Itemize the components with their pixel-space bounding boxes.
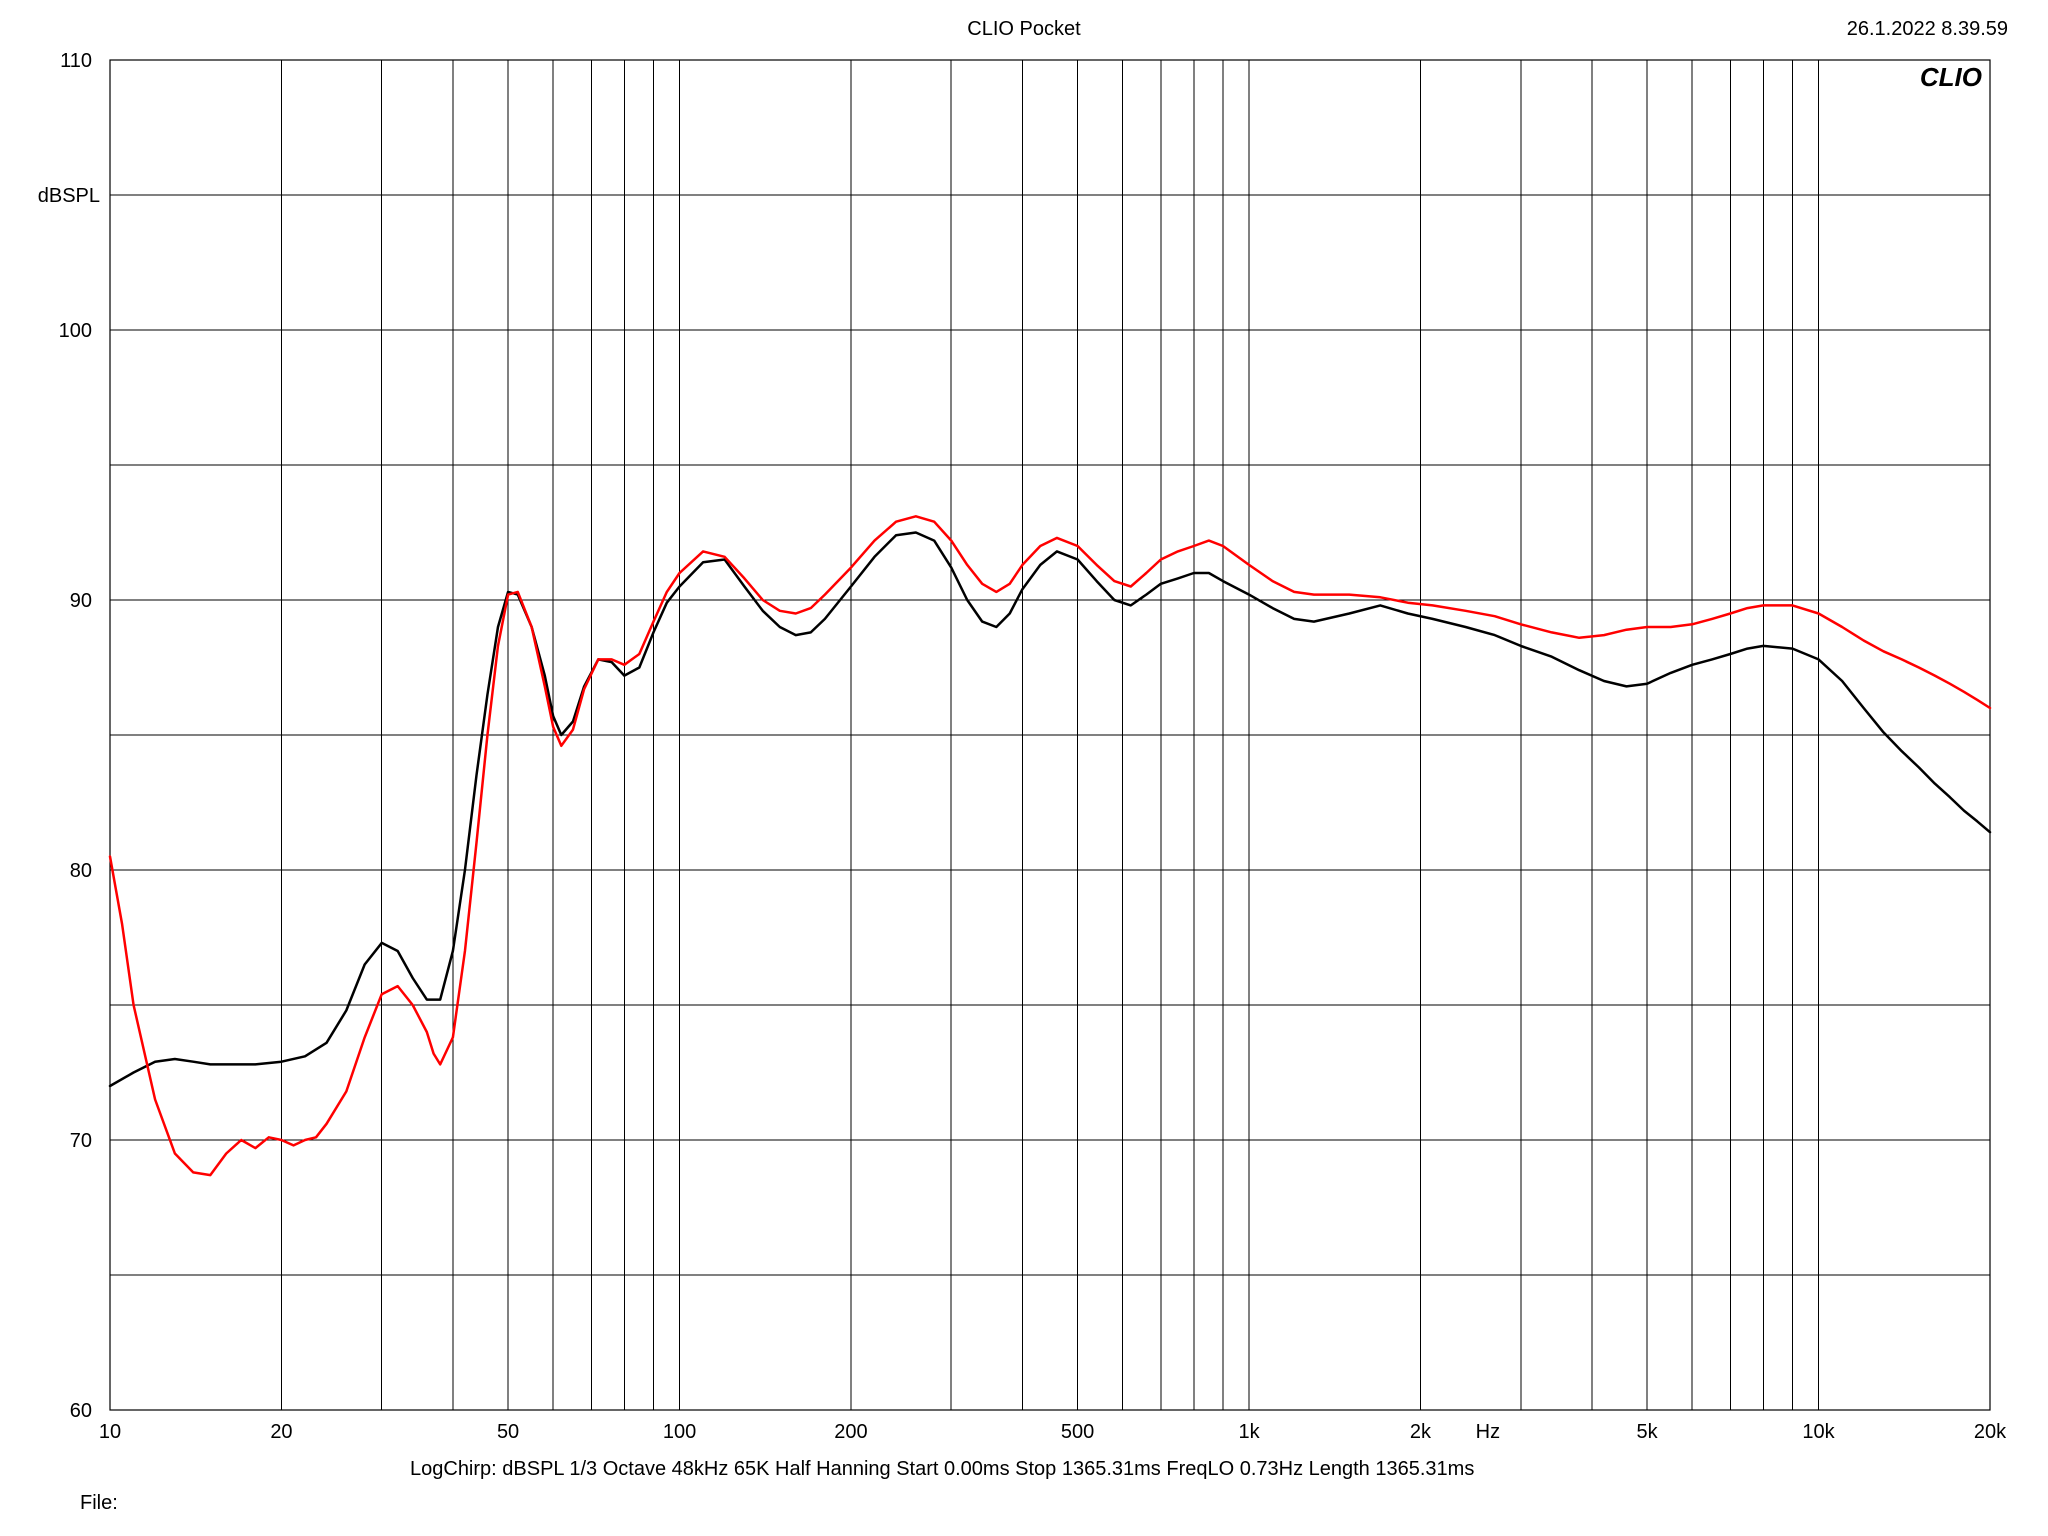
svg-text:50: 50 [497, 1421, 519, 1443]
chart-title: CLIO Pocket [0, 18, 2048, 41]
chart-series [110, 516, 1990, 1175]
svg-text:20: 20 [270, 1421, 292, 1443]
svg-text:10: 10 [99, 1421, 121, 1443]
chart-grid [110, 60, 1990, 1410]
chart-page: CLIO Pocket 26.1.2022 8.39.59 60 70 80 90 10… [0, 0, 2048, 1536]
svg-text:80: 80 [70, 860, 92, 882]
svg-text:10k: 10k [1802, 1421, 1835, 1443]
chart-timestamp: 26.1.2022 8.39.59 [1847, 18, 2008, 41]
series-red [110, 516, 1990, 1175]
measurement-parameters: LogChirp: dBSPL 1/3 Octave 48kHz 65K Hal… [410, 1458, 1474, 1481]
svg-text:90: 90 [70, 590, 92, 612]
y-axis-unit-label: dBSPL [10, 185, 100, 208]
svg-text:5k: 5k [1637, 1421, 1659, 1443]
svg-text:2k: 2k [1410, 1421, 1432, 1443]
svg-text:500: 500 [1061, 1421, 1094, 1443]
brand-watermark: CLIO [1920, 62, 1982, 92]
svg-text:1k: 1k [1238, 1421, 1260, 1443]
svg-text:200: 200 [834, 1421, 867, 1443]
svg-text:100: 100 [59, 320, 92, 342]
file-label: File: [80, 1492, 118, 1515]
svg-text:100: 100 [663, 1421, 696, 1443]
svg-text:Hz: Hz [1476, 1421, 1500, 1443]
chart-axis-labels: 60 70 80 90 100 110 10 20 50 100 200 500 1k 2k 5k 10k 20… [59, 50, 2007, 1443]
svg-text:60: 60 [70, 1400, 92, 1422]
series-black [110, 533, 1990, 1087]
svg-text:20k: 20k [1974, 1421, 2007, 1443]
frequency-response-chart: 60 70 80 90 100 110 10 20 50 100 200 500 1k 2k 5k 10k 20… [0, 0, 2048, 1536]
svg-text:110: 110 [60, 50, 92, 72]
svg-text:70: 70 [70, 1130, 92, 1152]
